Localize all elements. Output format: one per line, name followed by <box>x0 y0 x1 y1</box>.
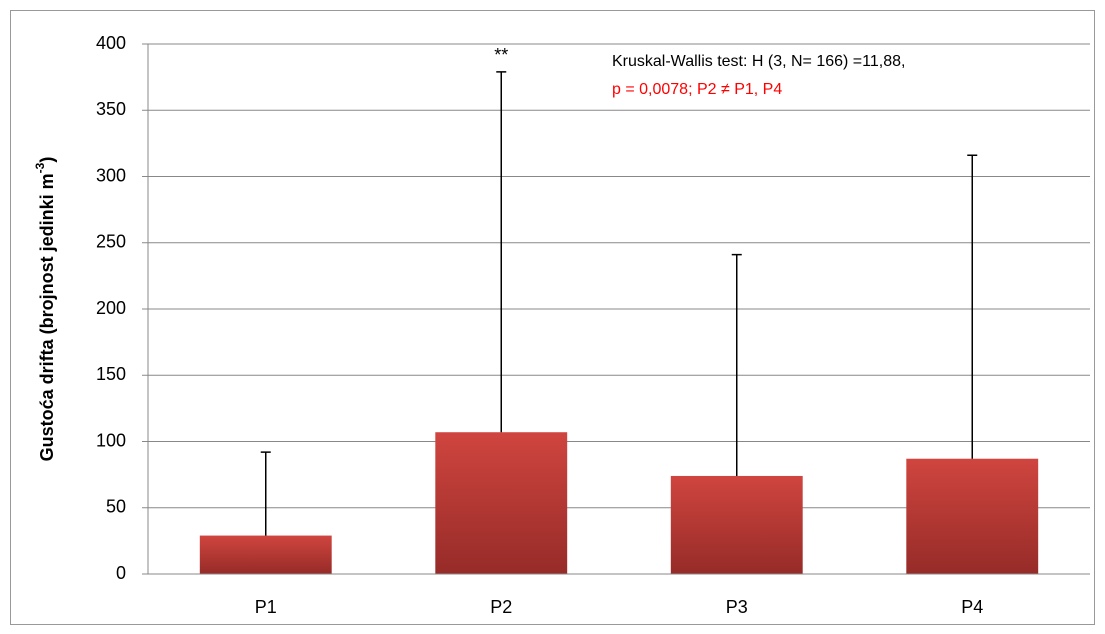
bar <box>199 535 332 574</box>
y-tick-label: 350 <box>96 99 126 119</box>
x-tick-label: P1 <box>255 597 277 617</box>
annotation: p = 0,0078; P2 ≠ P1, P4 <box>612 81 782 98</box>
y-tick-label: 50 <box>106 497 126 517</box>
x-tick-label: P4 <box>961 597 983 617</box>
y-tick-label: 200 <box>96 298 126 318</box>
error-bar <box>731 253 742 476</box>
bar <box>435 432 568 574</box>
y-tick-label: 250 <box>96 232 126 252</box>
annotation: Kruskal-Wallis test: H (3, N= 166) =11,8… <box>612 53 905 70</box>
bar <box>906 458 1039 574</box>
error-bar <box>496 71 507 433</box>
y-tick-label: 0 <box>116 563 126 583</box>
x-tick-label: P2 <box>490 597 512 617</box>
x-tick-label: P3 <box>726 597 748 617</box>
significance-marker: ** <box>494 45 508 65</box>
error-bar <box>260 451 271 536</box>
y-axis-label-suffix: ) <box>37 157 57 163</box>
y-axis-label: Gustoća drifta (brojnost jedinki m-3) <box>33 157 57 462</box>
y-axis-label-superscript: -3 <box>33 162 47 173</box>
y-tick-label: 300 <box>96 165 126 185</box>
y-axis-label-text: Gustoća drifta (brojnost jedinki m <box>37 173 57 461</box>
y-tick-label: 150 <box>96 364 126 384</box>
y-tick-label: 400 <box>96 33 126 53</box>
y-tick-label: 100 <box>96 430 126 450</box>
error-bar <box>967 154 978 459</box>
bar <box>670 475 803 574</box>
